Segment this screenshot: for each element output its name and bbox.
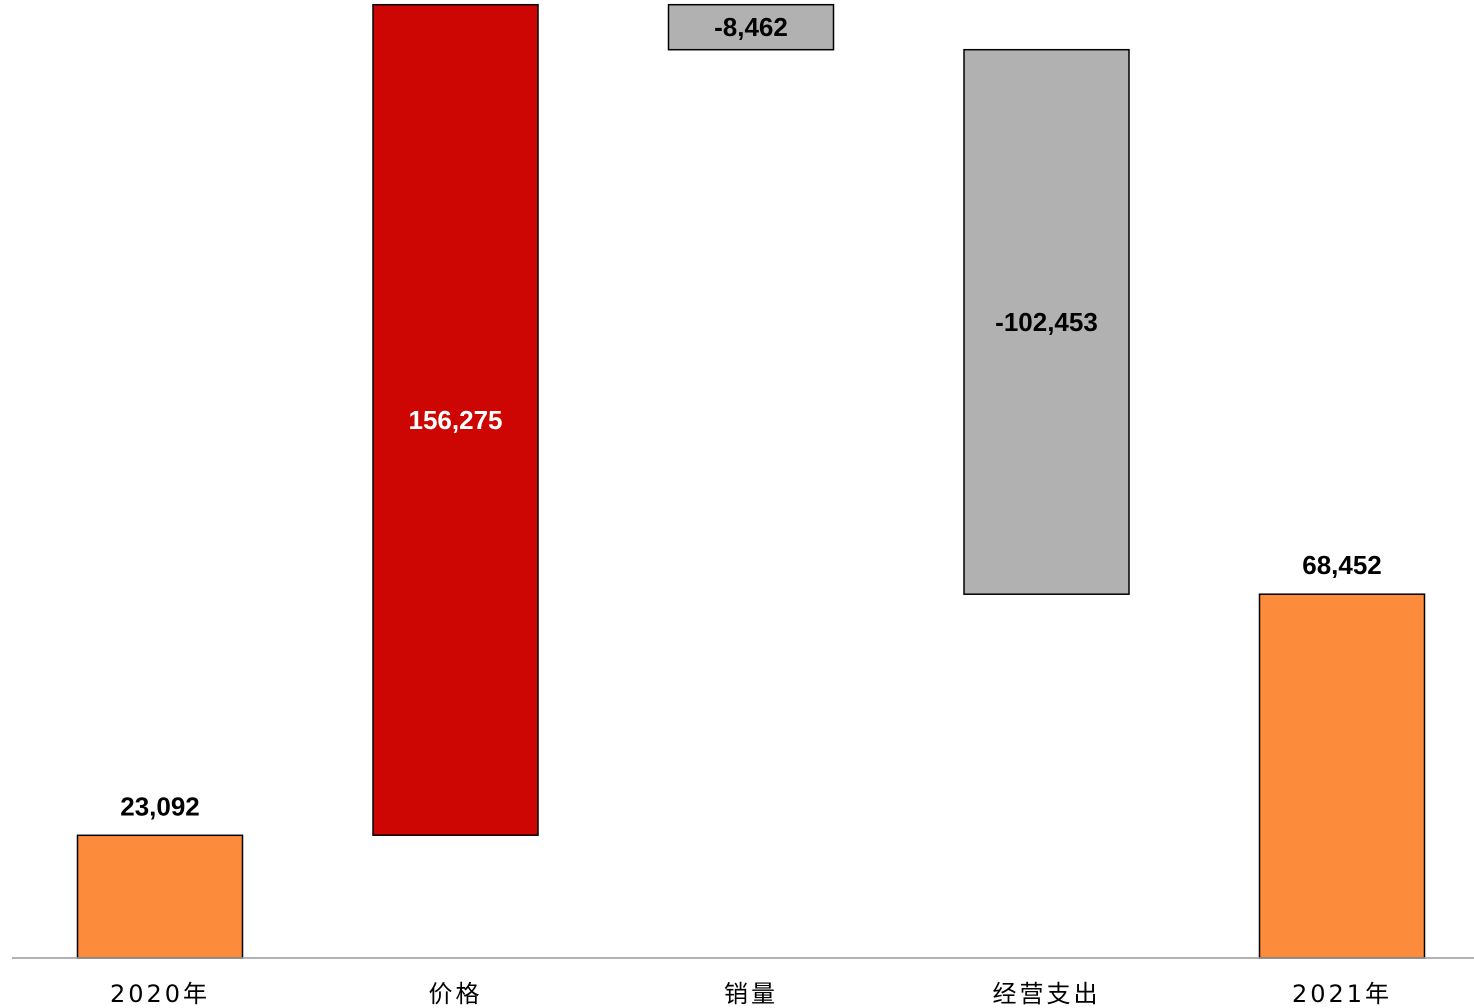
- bar-5: [1258, 593, 1426, 959]
- category-label-5: 2021年: [1292, 980, 1392, 1008]
- bar-4: [963, 48, 1130, 595]
- value-label-3: -8,462: [714, 12, 788, 42]
- value-label-1: 23,092: [120, 791, 200, 821]
- category-label-1: 2020年: [110, 980, 210, 1008]
- bar-2: [372, 3, 539, 836]
- value-label-4: -102,453: [995, 307, 1098, 337]
- bar-group: [76, 3, 1426, 959]
- category-label-2: 价格: [429, 980, 483, 1008]
- value-label-group: 23,092 156,275 -8,462 -102,453 68,452: [120, 12, 1382, 821]
- value-label-2: 156,275: [409, 405, 503, 435]
- category-label-3: 销量: [724, 980, 778, 1008]
- category-label-group: 2020年 价格 销量 经营支出 2021年: [110, 980, 1392, 1008]
- bar-1: [76, 834, 244, 959]
- bar-3: [667, 3, 835, 51]
- value-label-5: 68,452: [1302, 550, 1382, 580]
- category-label-4: 经营支出: [993, 980, 1101, 1008]
